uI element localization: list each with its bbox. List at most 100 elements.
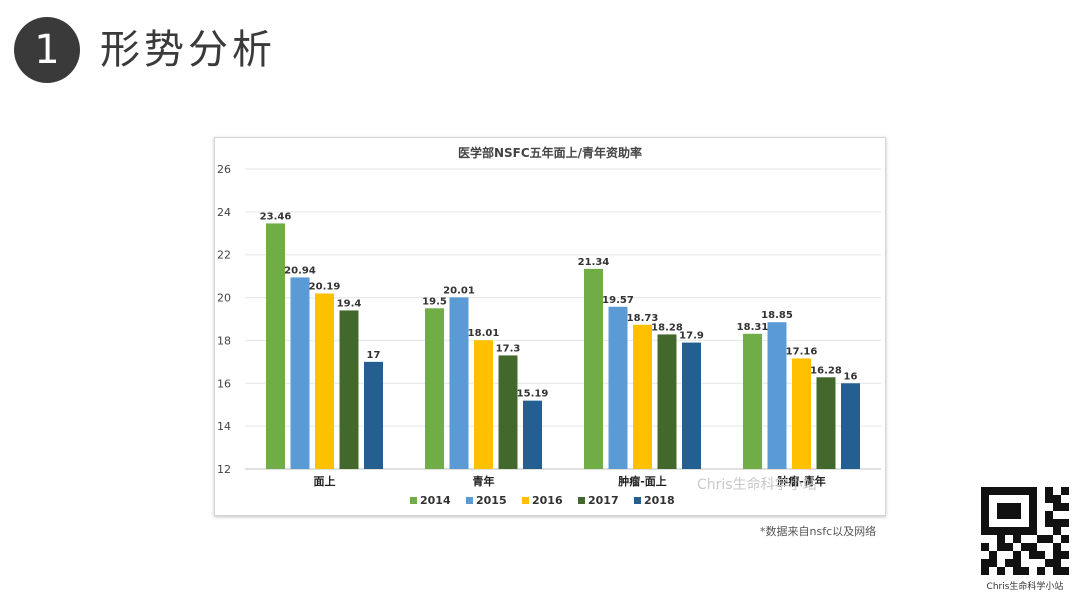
qr-module: [997, 511, 1005, 519]
qr-module: [997, 503, 1005, 511]
qr-module: [1045, 503, 1053, 511]
bar: [425, 308, 444, 469]
bar: [474, 340, 493, 469]
qr-module: [997, 535, 1005, 543]
y-tick-label: 20: [217, 292, 231, 305]
qr-module: [989, 527, 997, 535]
qr-module: [997, 559, 1005, 567]
qr-module: [1005, 511, 1013, 519]
qr-module: [1053, 495, 1061, 503]
bar: [523, 400, 542, 469]
legend-label: 2014: [420, 494, 451, 507]
legend-label: 2018: [644, 494, 675, 507]
qr-module: [981, 551, 989, 559]
qr-module: [1029, 551, 1037, 559]
bar: [339, 310, 359, 469]
qr-module: [1005, 487, 1013, 495]
qr-module: [1005, 543, 1013, 551]
data-label: 19.5: [422, 296, 447, 307]
qr-module: [997, 567, 1005, 575]
qr-module: [1037, 535, 1045, 543]
bar-chart-card: 医学部NSFC五年面上/青年资助率 12 14 16 18 20 22 24 26 23.46 20…: [214, 137, 886, 516]
qr-module: [1029, 535, 1037, 543]
qr-module: [1061, 567, 1069, 575]
qr-module: [1037, 495, 1045, 503]
qr-module: [1005, 567, 1013, 575]
qr-code-image: [981, 487, 1069, 575]
data-source-note: *数据来自nsfc以及网络: [760, 525, 877, 538]
data-label: 15.19: [517, 389, 549, 400]
data-label: 17.16: [786, 346, 818, 357]
data-label: 19.4: [337, 298, 362, 309]
qr-module: [1037, 527, 1045, 535]
qr-module: [1013, 511, 1021, 519]
qr-module: [1021, 535, 1029, 543]
qr-module: [1045, 511, 1053, 519]
qr-module: [1029, 511, 1037, 519]
qr-module: [981, 487, 989, 495]
y-tick-label: 12: [217, 463, 231, 476]
qr-module: [1045, 559, 1053, 567]
bar: [290, 277, 310, 469]
legend-label: 2017: [588, 494, 619, 507]
qr-module: [981, 567, 989, 575]
qr-module: [1029, 559, 1037, 567]
slide-heading: 形势分析: [100, 27, 276, 73]
qr-module: [1061, 551, 1069, 559]
bar: [498, 355, 518, 469]
legend-label: 2016: [532, 494, 563, 507]
bar: [841, 383, 860, 469]
data-label: 16.28: [810, 365, 842, 376]
qr-module: [1045, 527, 1053, 535]
qr-module: [1053, 535, 1061, 543]
qr-module: [1037, 559, 1045, 567]
bar: [315, 293, 334, 469]
qr-module: [989, 503, 997, 511]
data-label: 18.31: [737, 322, 769, 333]
qr-module: [981, 527, 989, 535]
data-label: 17.3: [496, 343, 521, 354]
bar: [266, 223, 285, 469]
qr-module: [989, 543, 997, 551]
chart-title: 医学部NSFC五年面上/青年资助率: [458, 145, 642, 160]
legend-swatch: [466, 497, 473, 504]
qr-module: [1037, 511, 1045, 519]
qr-module: [989, 519, 997, 527]
category-label: 青年: [473, 474, 495, 488]
qr-module: [1021, 487, 1029, 495]
bar: [767, 322, 787, 469]
legend-swatch: [410, 497, 417, 504]
qr-module: [989, 535, 997, 543]
qr-module: [981, 503, 989, 511]
y-tick-label: 26: [217, 163, 231, 176]
qr-module: [1021, 567, 1029, 575]
qr-module: [1021, 519, 1029, 527]
qr-module: [1005, 527, 1013, 535]
qr-module: [981, 495, 989, 503]
bar: [584, 268, 603, 469]
qr-module: [1045, 551, 1053, 559]
legend-swatch: [634, 497, 641, 504]
qr-module: [1013, 495, 1021, 503]
qr-module: [1061, 527, 1069, 535]
qr-module: [1053, 559, 1061, 567]
qr-module: [1005, 519, 1013, 527]
qr-module: [1037, 567, 1045, 575]
qr-module: [1029, 487, 1037, 495]
data-label: 20.94: [284, 265, 316, 276]
qr-module: [997, 543, 1005, 551]
qr-module: [1045, 495, 1053, 503]
qr-module: [989, 551, 997, 559]
qr-module: [1061, 543, 1069, 551]
qr-module: [1053, 527, 1061, 535]
y-tick-label: 24: [217, 206, 231, 219]
qr-module: [1005, 503, 1013, 511]
qr-module: [981, 535, 989, 543]
data-label: 17.9: [679, 331, 704, 342]
qr-module: [1061, 495, 1069, 503]
qr-caption: Chris生命科学小站: [986, 582, 1064, 592]
qr-module: [1029, 543, 1037, 551]
qr-module: [1013, 535, 1021, 543]
bar: [657, 334, 677, 469]
qr-module: [1045, 519, 1053, 527]
